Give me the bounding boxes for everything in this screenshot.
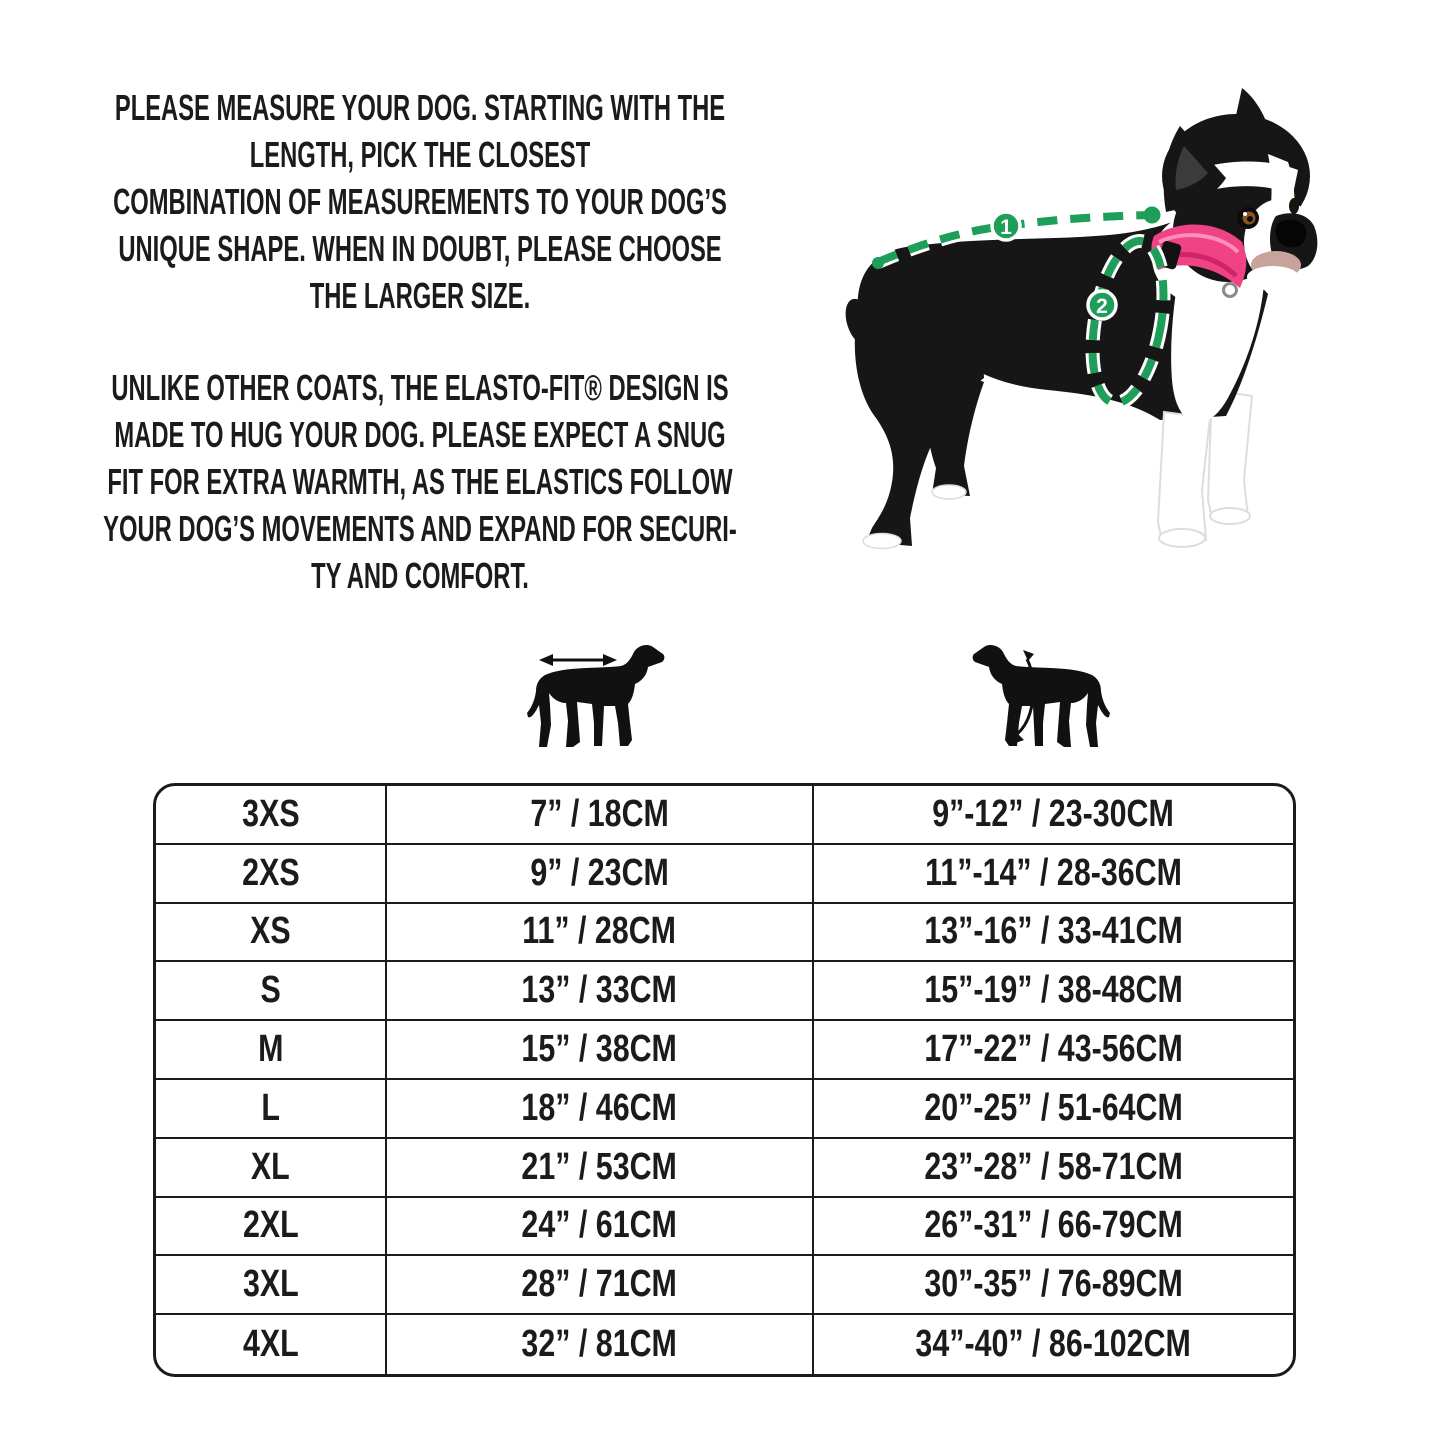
length-arrow-icon: [539, 654, 617, 666]
girth-cell: 26”-31” / 66-79CM: [814, 1198, 1293, 1257]
size-cell: 4XL: [156, 1315, 387, 1374]
dog-collar: [1151, 224, 1247, 298]
note-line: YOUR DOG’S MOVEMENTS AND EXPAND FOR SECU…: [103, 508, 737, 549]
size-cell: XL: [156, 1138, 387, 1198]
measurement-overlay: 1 2: [872, 206, 1171, 410]
girth-cell: 20”-25” / 51-64CM: [814, 1080, 1293, 1139]
size-cell: 3XS: [156, 786, 387, 845]
length-cell: 18” / 46CM: [387, 1079, 814, 1139]
girth-cell: 9”-12” / 23-30CM: [814, 786, 1293, 845]
girth-cell: 30”-35” / 76-89CM: [814, 1256, 1293, 1316]
length-marker-badge: 1: [990, 210, 1022, 242]
note-line: TY AND COMFORT.: [311, 555, 529, 596]
dog-girth-icon: [972, 644, 1110, 747]
length-cell: 24” / 61CM: [387, 1197, 814, 1257]
length-cell: 13” / 33CM: [387, 962, 814, 1022]
length-cell: 21” / 53CM: [387, 1138, 814, 1198]
length-cell: 11” / 28CM: [387, 903, 814, 963]
girth-marker-badge: 2: [1086, 289, 1118, 321]
size-cell: 2XS: [156, 844, 387, 904]
length-cell: 15” / 38CM: [387, 1021, 814, 1080]
girth-cell: 13”-16” / 33-41CM: [814, 904, 1293, 963]
size-cell: 3XL: [156, 1256, 387, 1316]
instruction-line: UNIQUE SHAPE. WHEN IN DOUBT, PLEASE CHOO…: [118, 228, 722, 269]
size-cell: S: [156, 962, 387, 1022]
dog-measurement-photo: 1 2: [845, 88, 1318, 550]
length-cell: 9” / 23CM: [387, 844, 814, 904]
girth-cell: 15”-19” / 38-48CM: [814, 962, 1293, 1022]
girth-cell: 23”-28” / 58-71CM: [814, 1139, 1293, 1198]
girth-cell: 34”-40” / 86-102CM: [915, 1323, 1192, 1366]
note-line: MADE TO HUG YOUR DOG. PLEASE EXPECT A SN…: [114, 414, 726, 455]
note-line: UNLIKE OTHER COATS, THE ELASTO-FIT® DESI…: [111, 367, 729, 408]
instruction-line: COMBINATION OF MEASUREMENTS TO YOUR DOG’…: [113, 181, 727, 222]
elasto-fit-note: UNLIKE OTHER COATS, THE ELASTO-FIT® DESI…: [57, 364, 783, 599]
length-cell: 7” / 18CM: [387, 786, 814, 845]
instruction-line: THE LARGER SIZE.: [309, 275, 531, 316]
svg-text:2: 2: [1096, 295, 1108, 318]
instruction-line: LENGTH, PICK THE CLOSEST: [249, 134, 591, 175]
size-cell: 2XL: [156, 1197, 387, 1257]
size-table: 3XS 7” / 18CM 9”-12” / 23-30CM 2XS 9” / …: [153, 783, 1296, 1377]
svg-text:1: 1: [1000, 216, 1012, 239]
instruction-line: PLEASE MEASURE YOUR DOG. STARTING WITH T…: [114, 87, 726, 128]
girth-cell: 11”-14” / 28-36CM: [814, 845, 1293, 904]
dog-length-icon: [527, 644, 665, 747]
girth-cell: 17”-22” / 43-56CM: [814, 1021, 1293, 1080]
length-cell: 32” / 81CM: [387, 1315, 814, 1374]
measure-instructions: PLEASE MEASURE YOUR DOG. STARTING WITH T…: [57, 84, 783, 319]
size-cell: XS: [156, 903, 387, 963]
note-line: FIT FOR EXTRA WARMTH, AS THE ELASTICS FO…: [107, 461, 733, 502]
size-cell: L: [156, 1079, 387, 1139]
girth-arrow-icon: [1013, 650, 1036, 744]
size-cell: M: [156, 1021, 387, 1080]
length-cell: 28” / 71CM: [387, 1256, 814, 1316]
